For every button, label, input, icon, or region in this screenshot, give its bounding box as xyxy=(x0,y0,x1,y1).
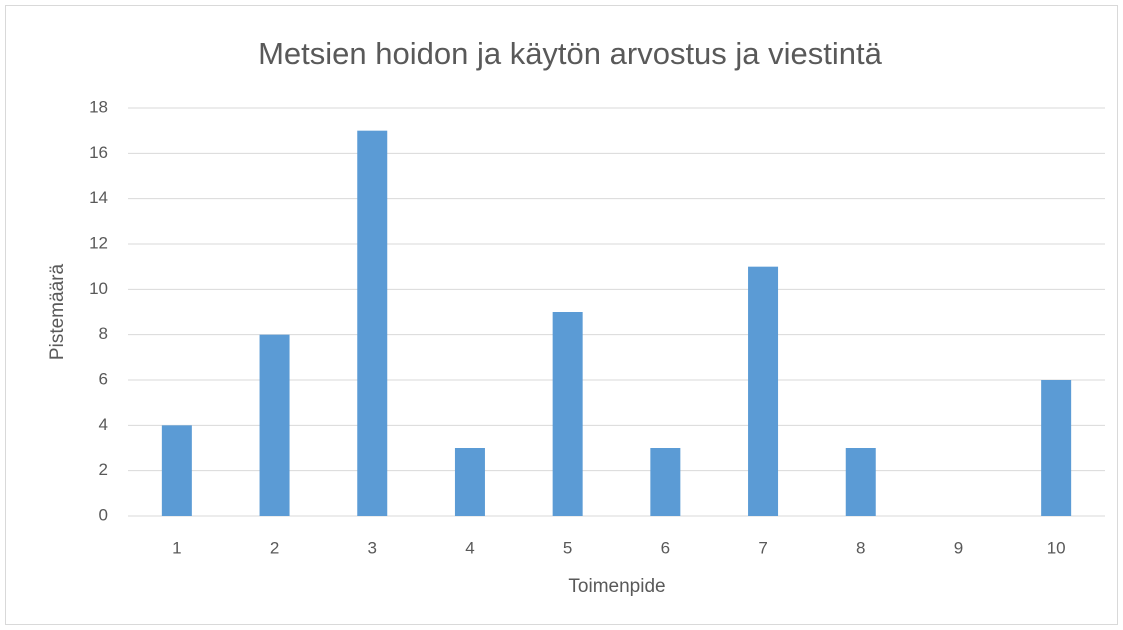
y-tick-label: 4 xyxy=(99,415,108,434)
y-tick-label: 8 xyxy=(99,324,108,343)
bar xyxy=(650,448,681,516)
y-tick-label: 0 xyxy=(99,505,108,524)
bar xyxy=(1041,380,1072,516)
bar xyxy=(259,334,290,516)
y-axis-label: Pistemäärä xyxy=(47,264,68,361)
x-tick-label: 7 xyxy=(758,538,767,557)
y-tick-label: 10 xyxy=(89,279,108,298)
bar xyxy=(161,425,192,516)
x-axis-label: Toimenpide xyxy=(568,576,665,597)
bar xyxy=(357,130,388,516)
y-tick-label: 16 xyxy=(89,143,108,162)
x-tick-label: 9 xyxy=(954,538,963,557)
y-tick-label: 6 xyxy=(99,369,108,388)
chart-title: Metsien hoidon ja käytön arvostus ja vie… xyxy=(258,36,883,71)
bar xyxy=(454,448,485,516)
y-tick-label: 18 xyxy=(89,97,108,116)
y-tick-label: 14 xyxy=(89,188,108,207)
x-tick-label: 4 xyxy=(465,538,474,557)
bar xyxy=(552,312,583,516)
x-tick-label: 6 xyxy=(661,538,670,557)
x-tick-label: 2 xyxy=(270,538,279,557)
x-tick-label: 8 xyxy=(856,538,865,557)
y-tick-label: 2 xyxy=(99,460,108,479)
x-tick-label: 3 xyxy=(368,538,377,557)
bar xyxy=(748,266,779,516)
y-tick-label: 12 xyxy=(89,233,108,252)
x-tick-label: 5 xyxy=(563,538,572,557)
x-tick-label: 10 xyxy=(1047,538,1066,557)
x-tick-label: 1 xyxy=(172,538,181,557)
bar xyxy=(845,448,876,516)
